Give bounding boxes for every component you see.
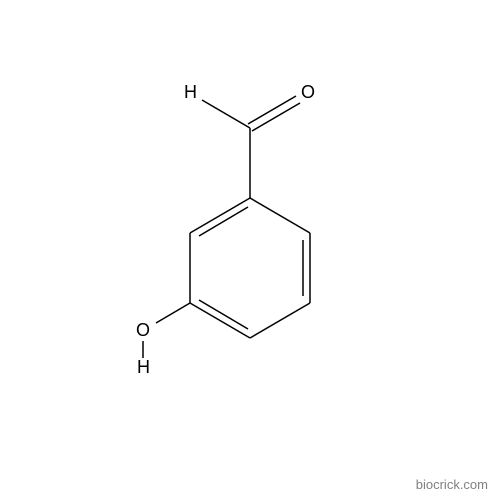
molecule-svg	[0, 0, 500, 500]
aldehyde-c-h	[202, 100, 250, 128]
ring-bond-0-1	[250, 198, 310, 233]
hydroxyl-hydrogen-label: H	[137, 357, 150, 378]
ring-bond-5-0-outer	[190, 198, 250, 233]
watermark-text: biocrick.com	[416, 477, 488, 492]
chemical-structure-diagram: H O O H biocrick.com	[0, 0, 500, 500]
ring-bond-3-4-outer	[190, 303, 250, 338]
ring-bond-2-3	[250, 303, 310, 338]
hydroxyl-oxygen-label: O	[136, 320, 150, 341]
aldehyde-hydrogen-label: H	[184, 82, 197, 103]
aldehyde-oxygen-label: O	[301, 82, 315, 103]
ring-to-hydroxyl-o	[156, 303, 190, 323]
ring-bond-3-4-inner	[199, 300, 248, 329]
ring-bond-5-0-inner	[199, 207, 248, 236]
